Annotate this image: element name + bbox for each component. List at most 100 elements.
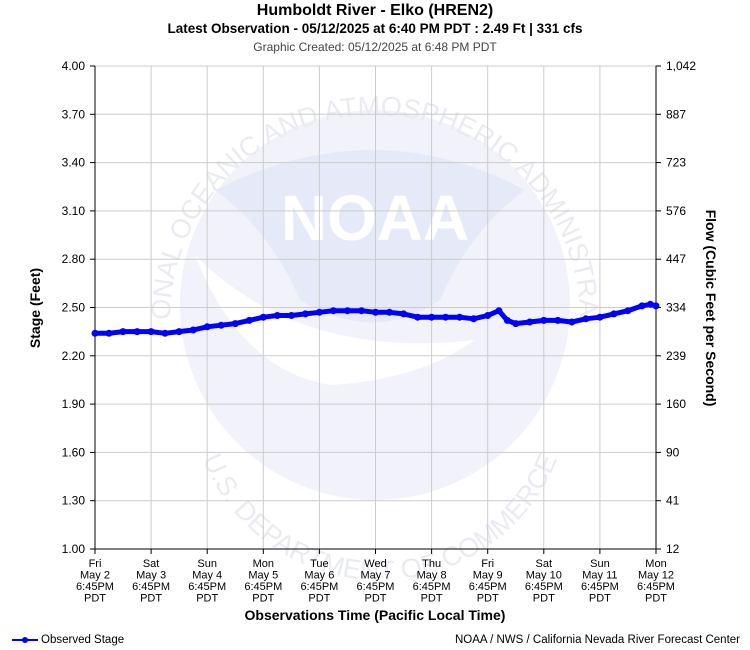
data-point (231, 320, 239, 328)
x-tick-label: Sat (536, 558, 553, 570)
x-tick-label: PDT (365, 593, 387, 605)
y2-tick-label: 576 (666, 204, 686, 218)
x-tick-label: PDT (421, 593, 443, 605)
y2-ticks: 12 41 90 160 239 334 447 576 723 887 1,042 (656, 59, 696, 556)
y-tick-label: 3.10 (62, 204, 86, 218)
data-point (119, 328, 127, 336)
x-tick-label: PDT (196, 593, 218, 605)
x-tick-label: May 7 (361, 570, 391, 582)
x-tick-label: Sun (197, 558, 217, 570)
data-point (161, 329, 169, 337)
data-point (428, 313, 436, 321)
grid-lines (94, 65, 657, 550)
x-tick-label: 6:45PM (300, 581, 338, 593)
data-point (105, 329, 113, 337)
data-point (484, 312, 492, 319)
y-ticks: 1.00 1.30 1.60 1.90 2.20 2.50 2.80 3.10 3.40 3.70… (62, 59, 95, 556)
x-tick-label: PDT (645, 593, 667, 605)
x-tick-label: May 6 (304, 570, 334, 582)
x-tick-label: 6:45PM (637, 581, 675, 593)
x-tick-label: Fri (481, 558, 494, 570)
x-tick-label: 6:45PM (581, 581, 619, 593)
data-point (495, 307, 503, 315)
x-tick-label: PDT (140, 593, 162, 605)
x-tick-label: PDT (252, 593, 274, 605)
x-axis-label: Observations Time (Pacific Local Time) (245, 607, 506, 623)
series-observed-stage (91, 300, 660, 337)
y2-axis-label: Flow (Cubic Feet per Second) (703, 210, 719, 407)
x-tick-label: Mon (253, 558, 274, 570)
x-tick-label: May 3 (136, 570, 166, 582)
data-point (203, 323, 211, 331)
x-tick-label: Mon (645, 558, 666, 570)
data-point (400, 310, 408, 318)
x-tick-label: Thu (422, 558, 441, 570)
data-point (344, 307, 351, 315)
legend: Observed Stage (12, 634, 124, 646)
data-point (175, 328, 183, 336)
data-point (372, 308, 379, 316)
y-tick-label: 2.80 (62, 252, 86, 266)
data-point (147, 328, 155, 336)
data-point (442, 313, 450, 321)
data-point (526, 318, 534, 326)
x-tick-label: Tue (310, 558, 329, 570)
y-tick-label: 1.30 (62, 494, 86, 508)
x-tick-label: 6:45PM (188, 581, 226, 593)
y2-tick-label: 334 (666, 301, 686, 315)
data-point (245, 316, 253, 324)
x-tick-label: May 2 (80, 570, 110, 582)
y-tick-label: 2.50 (62, 301, 86, 315)
data-point (287, 312, 295, 319)
x-tick-label: Sat (143, 558, 160, 570)
x-tick-label: 6:45PM (525, 581, 563, 593)
x-tick-label: May 8 (417, 570, 447, 582)
y2-tick-label: 12 (666, 542, 680, 556)
x-tick-label: 6:45PM (76, 581, 114, 593)
data-point (273, 312, 281, 319)
x-tick-label: PDT (308, 593, 330, 605)
y2-tick-label: 887 (666, 107, 686, 121)
data-point (540, 316, 548, 324)
y-tick-label: 1.60 (62, 445, 86, 459)
y-tick-label: 3.70 (62, 107, 86, 121)
data-point (638, 302, 646, 310)
data-point (358, 307, 365, 315)
data-point (456, 313, 464, 321)
data-point (414, 313, 422, 321)
data-point (91, 329, 99, 337)
y2-tick-label: 1,042 (666, 59, 696, 73)
x-tick-label: PDT (84, 593, 106, 605)
x-tick-label: May 4 (192, 570, 222, 582)
data-point (503, 316, 511, 324)
data-point (315, 308, 323, 316)
x-tick-label: May 5 (248, 570, 278, 582)
y2-tick-label: 723 (666, 156, 686, 170)
graphic-created: Graphic Created: 05/12/2025 at 6:48 PM P… (253, 40, 497, 54)
data-point (568, 318, 576, 326)
data-point (470, 315, 478, 323)
y-tick-label: 4.00 (62, 59, 86, 73)
x-tick-label: PDT (589, 593, 611, 605)
credit-text: NOAA / NWS / California Nevada River For… (454, 634, 740, 646)
x-tick-label: Sun (590, 558, 610, 570)
x-tick-label: PDT (533, 593, 555, 605)
data-point (301, 310, 309, 318)
data-point (646, 300, 654, 308)
y2-tick-label: 239 (666, 349, 686, 363)
data-point (386, 308, 393, 316)
x-tick-label: May 10 (526, 570, 562, 582)
x-tick-label: PDT (477, 593, 499, 605)
data-point (329, 307, 337, 315)
legend-line-marker (12, 637, 38, 643)
x-tick-label: Wed (364, 558, 386, 570)
data-point (652, 302, 660, 310)
data-point (554, 316, 562, 324)
data-point (596, 313, 604, 321)
y2-tick-label: 160 (666, 397, 686, 411)
data-point (189, 326, 197, 334)
x-tick-label: 6:45PM (469, 581, 507, 593)
data-point (582, 315, 590, 323)
